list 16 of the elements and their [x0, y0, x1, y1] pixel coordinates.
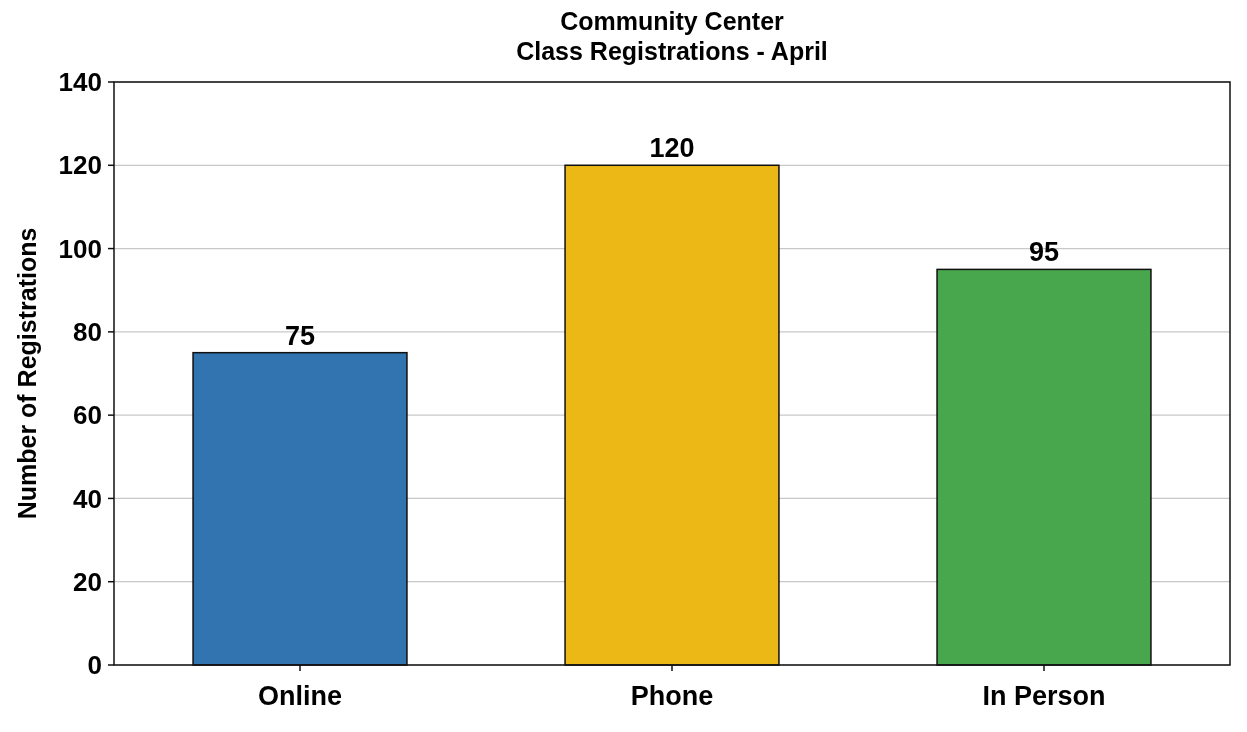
y-axis-title: Number of Registrations — [13, 227, 41, 520]
data-label: 120 — [649, 133, 695, 164]
y-tick-label: 100 — [58, 233, 102, 264]
y-tick-label: 80 — [73, 316, 102, 347]
y-tick-label: 60 — [73, 400, 102, 431]
x-tick-label: In Person — [982, 681, 1106, 711]
chart-title: Community Center Class Registrations - April — [516, 7, 828, 65]
y-tick-label: 140 — [58, 67, 102, 98]
y-tick-label: 40 — [73, 483, 102, 514]
y-tick-label: 120 — [58, 150, 102, 181]
data-label: 75 — [284, 320, 316, 351]
y-tick-label: 0 — [87, 650, 102, 681]
x-tick-label: Online — [257, 681, 343, 711]
x-tick-label: Phone — [630, 681, 714, 711]
data-label: 95 — [1028, 237, 1060, 268]
y-tick-label: 20 — [73, 566, 102, 597]
